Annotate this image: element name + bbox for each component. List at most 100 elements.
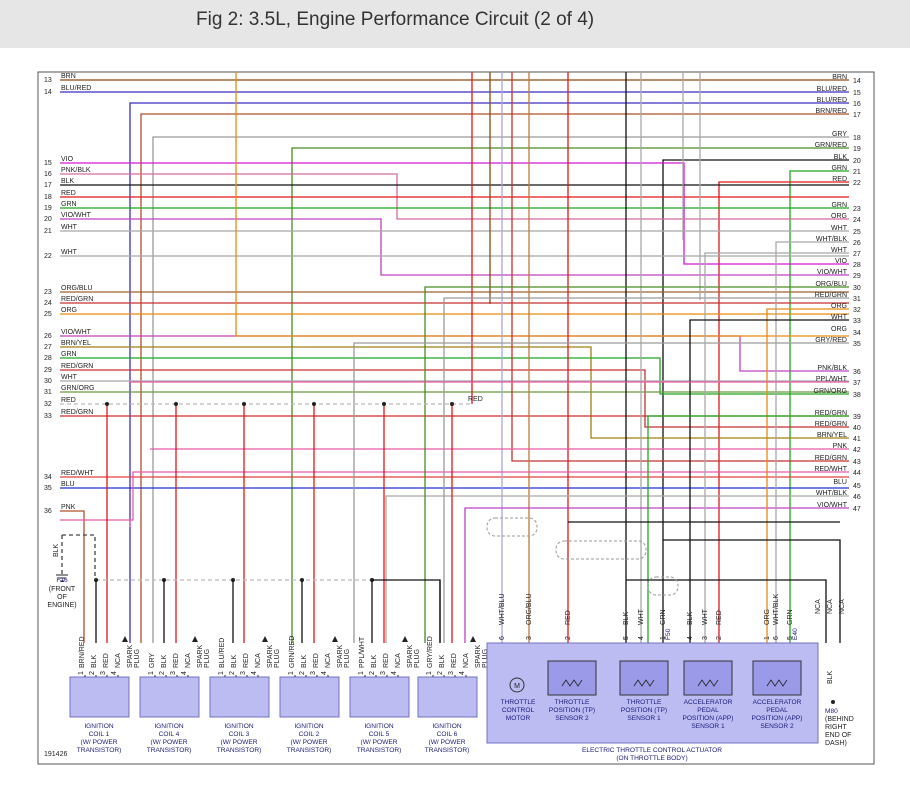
right-pin-label-line: ORG [831, 303, 847, 310]
right-pin-label: ORG [831, 213, 847, 220]
coil-wire-label-line: BLK [91, 654, 98, 668]
right-pin-number-line: 16 [853, 101, 861, 108]
left-pin-number: 17 [44, 182, 52, 189]
left-pin-label: GRN/ORG [61, 385, 94, 392]
coil-wire-label-line: BLK [161, 654, 168, 668]
left-pin-label-line: RED/GRN [61, 363, 93, 370]
coil-wire-label-line: SPARK [197, 644, 204, 668]
coil-name-line: (W/ POWER [291, 739, 328, 746]
right-pin-label-line: GRN/ORG [814, 388, 847, 395]
m80-location-line: RIGHT [825, 724, 848, 731]
shield-oval [486, 517, 538, 537]
ignition-coil: IGNITION COIL 2 (W/ POWER TRANSISTOR) GRN/RE… [279, 636, 351, 754]
left-pin-number: 26 [44, 333, 52, 340]
left-pin-label: RED [61, 190, 76, 197]
right-pin-number: 40 [853, 425, 861, 432]
actuator-pin-number: 5 [623, 636, 630, 640]
coil-pin-number: 2 [369, 671, 376, 675]
right-pin-label: GRY [832, 131, 847, 138]
right-pin-number: 43 [853, 459, 861, 466]
m80-location-line: (BEHIND [825, 716, 854, 723]
right-pin-label-line: WHT [831, 247, 848, 254]
coil-wire-label-line: SPARK [267, 644, 274, 668]
coil-wire-label-line: RED [103, 653, 110, 668]
right-pin-number-line: 18 [853, 135, 861, 142]
spark-arrow [402, 636, 408, 642]
misc-labels: BLK F16 (FRONT OF ENGINE) RED BLK M80(BEHIND RIG… [44, 396, 854, 758]
left-pin-label: RED/GRN [61, 296, 93, 303]
wire-8 [718, 181, 849, 643]
component-label-line: THROTTLE [627, 699, 662, 706]
left-pin-label: VIO [61, 156, 74, 163]
right-pin-label: ORG [831, 303, 847, 310]
wire-4 [152, 136, 849, 643]
left-pin-label-line: RED [61, 190, 76, 197]
coil-pin-number: 4 [251, 671, 258, 675]
coil-name-line: (W/ POWER [151, 739, 188, 746]
left-pin-label-line: BLU [61, 481, 75, 488]
actuator-wire-label: BLK [687, 611, 694, 625]
left-pin-label-line: VIO [61, 156, 74, 163]
component-label-line: ACCELERATOR [753, 699, 802, 706]
coil-name-line: TRANSISTOR) [77, 747, 122, 754]
coil-wire-label-line: GRY/RED [427, 636, 434, 668]
ignition-coil: IGNITION COIL 4 (W/ POWER TRANSISTOR) GRY BLK… [139, 636, 211, 754]
left-pin-number: 32 [44, 401, 52, 408]
component-label: THROTTLE POSITION (TP) SENSOR 2 [549, 699, 595, 722]
coil-box [209, 676, 270, 718]
actuator-pin-number-line: 1 [764, 636, 771, 640]
coil-name-line: (W/ POWER [81, 739, 118, 746]
left-pin-number-line: 30 [44, 378, 52, 385]
diagram-frame [37, 71, 875, 765]
wire-42 [385, 495, 849, 643]
coil-pin-number: 3 [310, 671, 317, 675]
left-pin-number: 36 [44, 508, 52, 515]
inline-red-label-line: RED [468, 396, 483, 403]
right-pin-number-line: 42 [853, 447, 861, 454]
right-pin-number: 31 [853, 296, 861, 303]
coil-pin-number-line: 1 [218, 671, 225, 675]
left-pin-label-line: VIO/WHT [61, 329, 92, 336]
coil-pin-number: 1 [426, 671, 433, 675]
right-pin-label-line: ORG [831, 326, 847, 333]
coil-wire-label: SPARKPLUG [267, 644, 281, 668]
component-label-line: SENSOR 1 [691, 723, 725, 730]
coil-wire-label: BLK [161, 654, 168, 668]
wire-5 [291, 147, 849, 643]
left-pin-label-line: GRN [61, 201, 77, 208]
left-pin-label: WHT [61, 374, 78, 381]
right-pin-label-line: WHT/BLK [816, 490, 847, 497]
coil-wire-label-line: NCA [463, 653, 470, 668]
coil-name: IGNITION COIL 2 (W/ POWER TRANSISTOR) [287, 723, 332, 754]
coil-name: IGNITION COIL 3 (W/ POWER TRANSISTOR) [217, 723, 262, 754]
coil-wire-label-line: BLK [371, 654, 378, 668]
coil-wire-label: BLK [91, 654, 98, 668]
right-pin-number: 28 [853, 262, 861, 269]
coil-wire-label: NCA [255, 653, 262, 668]
right-pin-number: 29 [853, 273, 861, 280]
actuator-wire-label: BLK [623, 611, 630, 625]
coil-name-line: IGNITION [84, 723, 114, 730]
left-pin-number-line: 19 [44, 205, 52, 212]
coil-pin-number-line: 2 [299, 671, 306, 675]
wire-47 [353, 342, 849, 643]
connector-f50-line: F50 [665, 628, 672, 640]
right-pin-label: VIO [835, 258, 848, 265]
coil-wire-label: BRN/RED [79, 636, 86, 668]
ignition-coil: IGNITION COIL 3 (W/ POWER TRANSISTOR) BLU/RE… [209, 636, 281, 754]
splice-dot [174, 402, 178, 406]
right-pin-number-line: 26 [853, 240, 861, 247]
coil-wire-label-line: NCA [395, 653, 402, 668]
left-pin-label-line: PNK/BLK [61, 167, 91, 174]
right-pin-number: 17 [853, 112, 861, 119]
right-pin-label: BRN [832, 74, 847, 81]
left-pin-number-line: 33 [44, 413, 52, 420]
left-pin-number-line: 31 [44, 389, 52, 396]
actuator-pin-number: 6 [499, 636, 506, 640]
left-pin-number: 25 [44, 311, 52, 318]
coil-pin-number: 2 [229, 671, 236, 675]
right-pin-label-line: VIO/WHT [817, 502, 848, 509]
coil-wire-label-line: SPARK [127, 644, 134, 668]
actuator-name: ELECTRIC THROTTLE CONTROL ACTUATOR [582, 747, 722, 754]
left-pin-number: 24 [44, 300, 52, 307]
